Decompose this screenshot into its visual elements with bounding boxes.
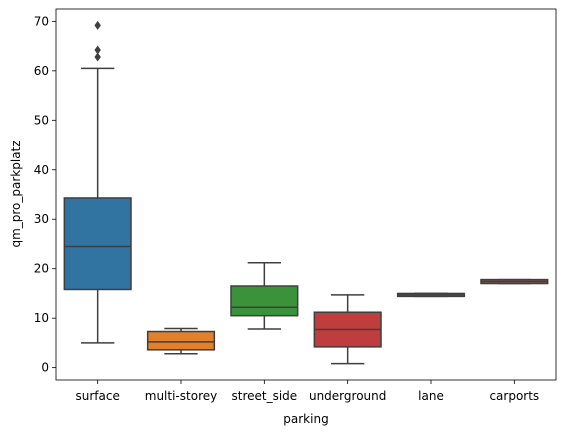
x-tick-label: lane bbox=[418, 389, 444, 403]
y-tick-label: 20 bbox=[34, 262, 49, 276]
y-tick-label: 50 bbox=[34, 113, 49, 127]
x-tick-label: carports bbox=[489, 389, 539, 403]
x-axis-label: parking bbox=[283, 412, 328, 426]
y-tick-label: 60 bbox=[34, 64, 49, 78]
box-underground bbox=[313, 294, 382, 365]
box-carports bbox=[480, 278, 549, 285]
outlier-marker bbox=[94, 45, 101, 55]
box-street_side bbox=[230, 262, 299, 330]
x-tick-label: surface bbox=[75, 389, 119, 403]
x-tick-label: multi-storey bbox=[145, 389, 217, 403]
y-axis: 0 10 20 30 40 50 60 70 bbox=[34, 14, 56, 375]
y-tick-label: 70 bbox=[34, 14, 49, 28]
box-surface bbox=[63, 20, 132, 344]
x-tick-label: street_side bbox=[231, 389, 297, 403]
box-multi-storey bbox=[146, 327, 216, 355]
plot-area bbox=[63, 20, 549, 365]
iqr-box bbox=[63, 197, 132, 291]
x-axis: surface multi-storey street_side undergroun… bbox=[75, 380, 539, 403]
iqr-box bbox=[146, 330, 216, 351]
y-tick-label: 0 bbox=[41, 361, 49, 375]
y-tick-label: 40 bbox=[34, 163, 49, 177]
y-tick-label: 10 bbox=[34, 311, 49, 325]
box-lane bbox=[396, 292, 466, 298]
outlier-marker bbox=[94, 20, 101, 30]
outlier-marker bbox=[94, 52, 101, 62]
x-tick-label: underground bbox=[309, 389, 386, 403]
y-tick-label: 30 bbox=[34, 212, 49, 226]
plot-frame bbox=[55, 8, 557, 381]
y-axis-label: qm_pro_parkplatz bbox=[9, 140, 23, 247]
iqr-box bbox=[230, 285, 299, 317]
